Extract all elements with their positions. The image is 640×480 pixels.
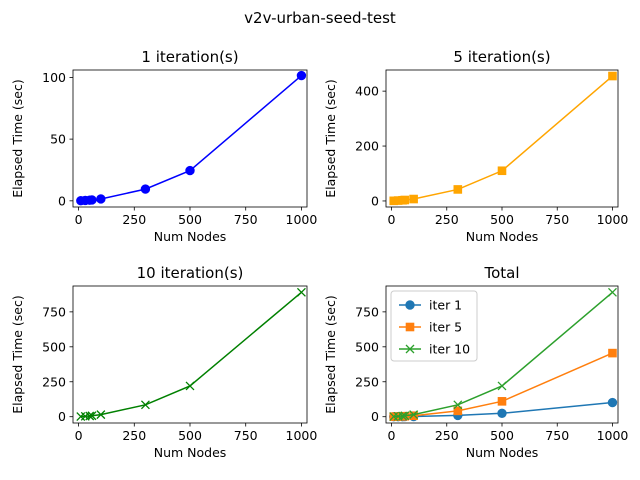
x-tick-label: 250: [122, 428, 146, 443]
y-tick-label: 0: [371, 409, 379, 424]
y-tick-label: 200: [355, 139, 379, 154]
y-tick-label: 750: [355, 304, 379, 319]
figure-title: v2v-urban-seed-test: [244, 9, 396, 27]
y-tick-label: 0: [371, 193, 379, 208]
legend-swatch-marker: [405, 322, 415, 332]
x-tick-label: 0: [388, 428, 396, 443]
x-tick-label: 500: [178, 428, 202, 443]
data-point: [400, 411, 410, 421]
subplot-title: 1 iteration(s): [141, 48, 238, 66]
y-tick-label: 250: [355, 374, 379, 389]
x-tick-label: 250: [122, 212, 146, 227]
x-tick-label: 750: [234, 212, 258, 227]
data-point: [87, 195, 97, 205]
x-tick-label: 1000: [286, 212, 318, 227]
data-point: [398, 411, 408, 421]
x-tick-label: 500: [178, 212, 202, 227]
x-tick-label: 250: [435, 428, 459, 443]
x-tick-label: 750: [545, 428, 569, 443]
x-tick-label: 500: [490, 212, 514, 227]
data-point: [96, 194, 106, 204]
x-tick-label: 750: [234, 428, 258, 443]
data-point: [608, 287, 617, 297]
legend: iter 1 iter 5 iter 10: [390, 290, 478, 362]
data-point: [140, 184, 151, 194]
x-tick-label: 0: [75, 212, 83, 227]
data-point: [608, 71, 617, 81]
x-tick-label: 750: [545, 212, 569, 227]
subplot-2: 0 250 500 750 1000 0 200 400 5 iteration(s) Num N…: [323, 48, 628, 244]
y-tick-label: 0: [58, 193, 66, 208]
x-tick-label: 1000: [597, 428, 629, 443]
data-point: [497, 166, 507, 176]
y-axis-label: Elapsed Time (sec): [10, 79, 25, 197]
x-tick-label: 1000: [286, 428, 318, 443]
data-point: [185, 165, 195, 176]
legend-swatch-marker: [405, 300, 415, 310]
y-tick-label: 500: [355, 339, 379, 354]
data-point: [296, 70, 307, 81]
x-tick-label: 500: [490, 428, 514, 443]
subplot-title: 5 iteration(s): [453, 48, 550, 66]
x-tick-label: 1000: [597, 212, 629, 227]
data-point: [96, 410, 106, 420]
data-point: [409, 411, 418, 421]
y-axis-label: Elapsed Time (sec): [323, 79, 338, 197]
y-axis-label: Elapsed Time (sec): [10, 295, 25, 413]
data-point: [87, 411, 97, 421]
x-axis-label: Num Nodes: [154, 229, 227, 244]
subplot-1: 0 250 500 750 1000 0 50 100 1 iteration(s) Num No…: [10, 48, 317, 244]
data-point: [85, 411, 95, 421]
data-point: [400, 195, 410, 205]
data-point: [497, 408, 507, 418]
x-axis-label: Num Nodes: [466, 445, 539, 460]
x-tick-label: 250: [435, 212, 459, 227]
subplot-3: 0 250 500 750 1000 0 250 500 750 10 iteration(s) N…: [10, 264, 317, 460]
legend-label: iter 1: [429, 298, 462, 313]
legend-label: iter 5: [429, 320, 462, 335]
x-tick-label: 0: [75, 428, 83, 443]
y-tick-label: 250: [42, 374, 66, 389]
y-tick-label: 50: [50, 132, 66, 147]
data-point: [497, 397, 507, 406]
legend-swatch-marker: [405, 344, 415, 354]
data-point: [453, 400, 463, 410]
y-tick-label: 400: [355, 84, 379, 99]
y-tick-label: 500: [42, 339, 66, 354]
y-axis-label: Elapsed Time (sec): [323, 295, 338, 413]
y-tick-label: 0: [58, 409, 66, 424]
subplots: 0 250 500 750 1000 0 50 100 1 iteration(s) Num No…: [10, 48, 628, 460]
data-point: [497, 381, 507, 391]
y-tick-label: 100: [42, 70, 66, 85]
y-tick-label: 750: [42, 304, 66, 319]
x-axis-label: Num Nodes: [466, 229, 539, 244]
subplot-4: 0 250 500 750 1000 0 250 500 750 Total Num Nodes El…: [323, 264, 628, 460]
legend-label: iter 10: [429, 342, 470, 357]
data-point: [140, 400, 150, 410]
data-point: [296, 287, 306, 297]
data-point: [409, 410, 419, 420]
subplot-title: Total: [483, 264, 519, 282]
data-point: [607, 397, 618, 408]
data-point: [453, 406, 463, 416]
data-point: [185, 381, 195, 391]
data-point: [409, 194, 418, 204]
data-point: [453, 185, 463, 194]
x-axis-label: Num Nodes: [154, 445, 227, 460]
data-point: [608, 348, 617, 358]
x-tick-label: 0: [388, 212, 396, 227]
subplot-title: 10 iteration(s): [137, 264, 244, 282]
